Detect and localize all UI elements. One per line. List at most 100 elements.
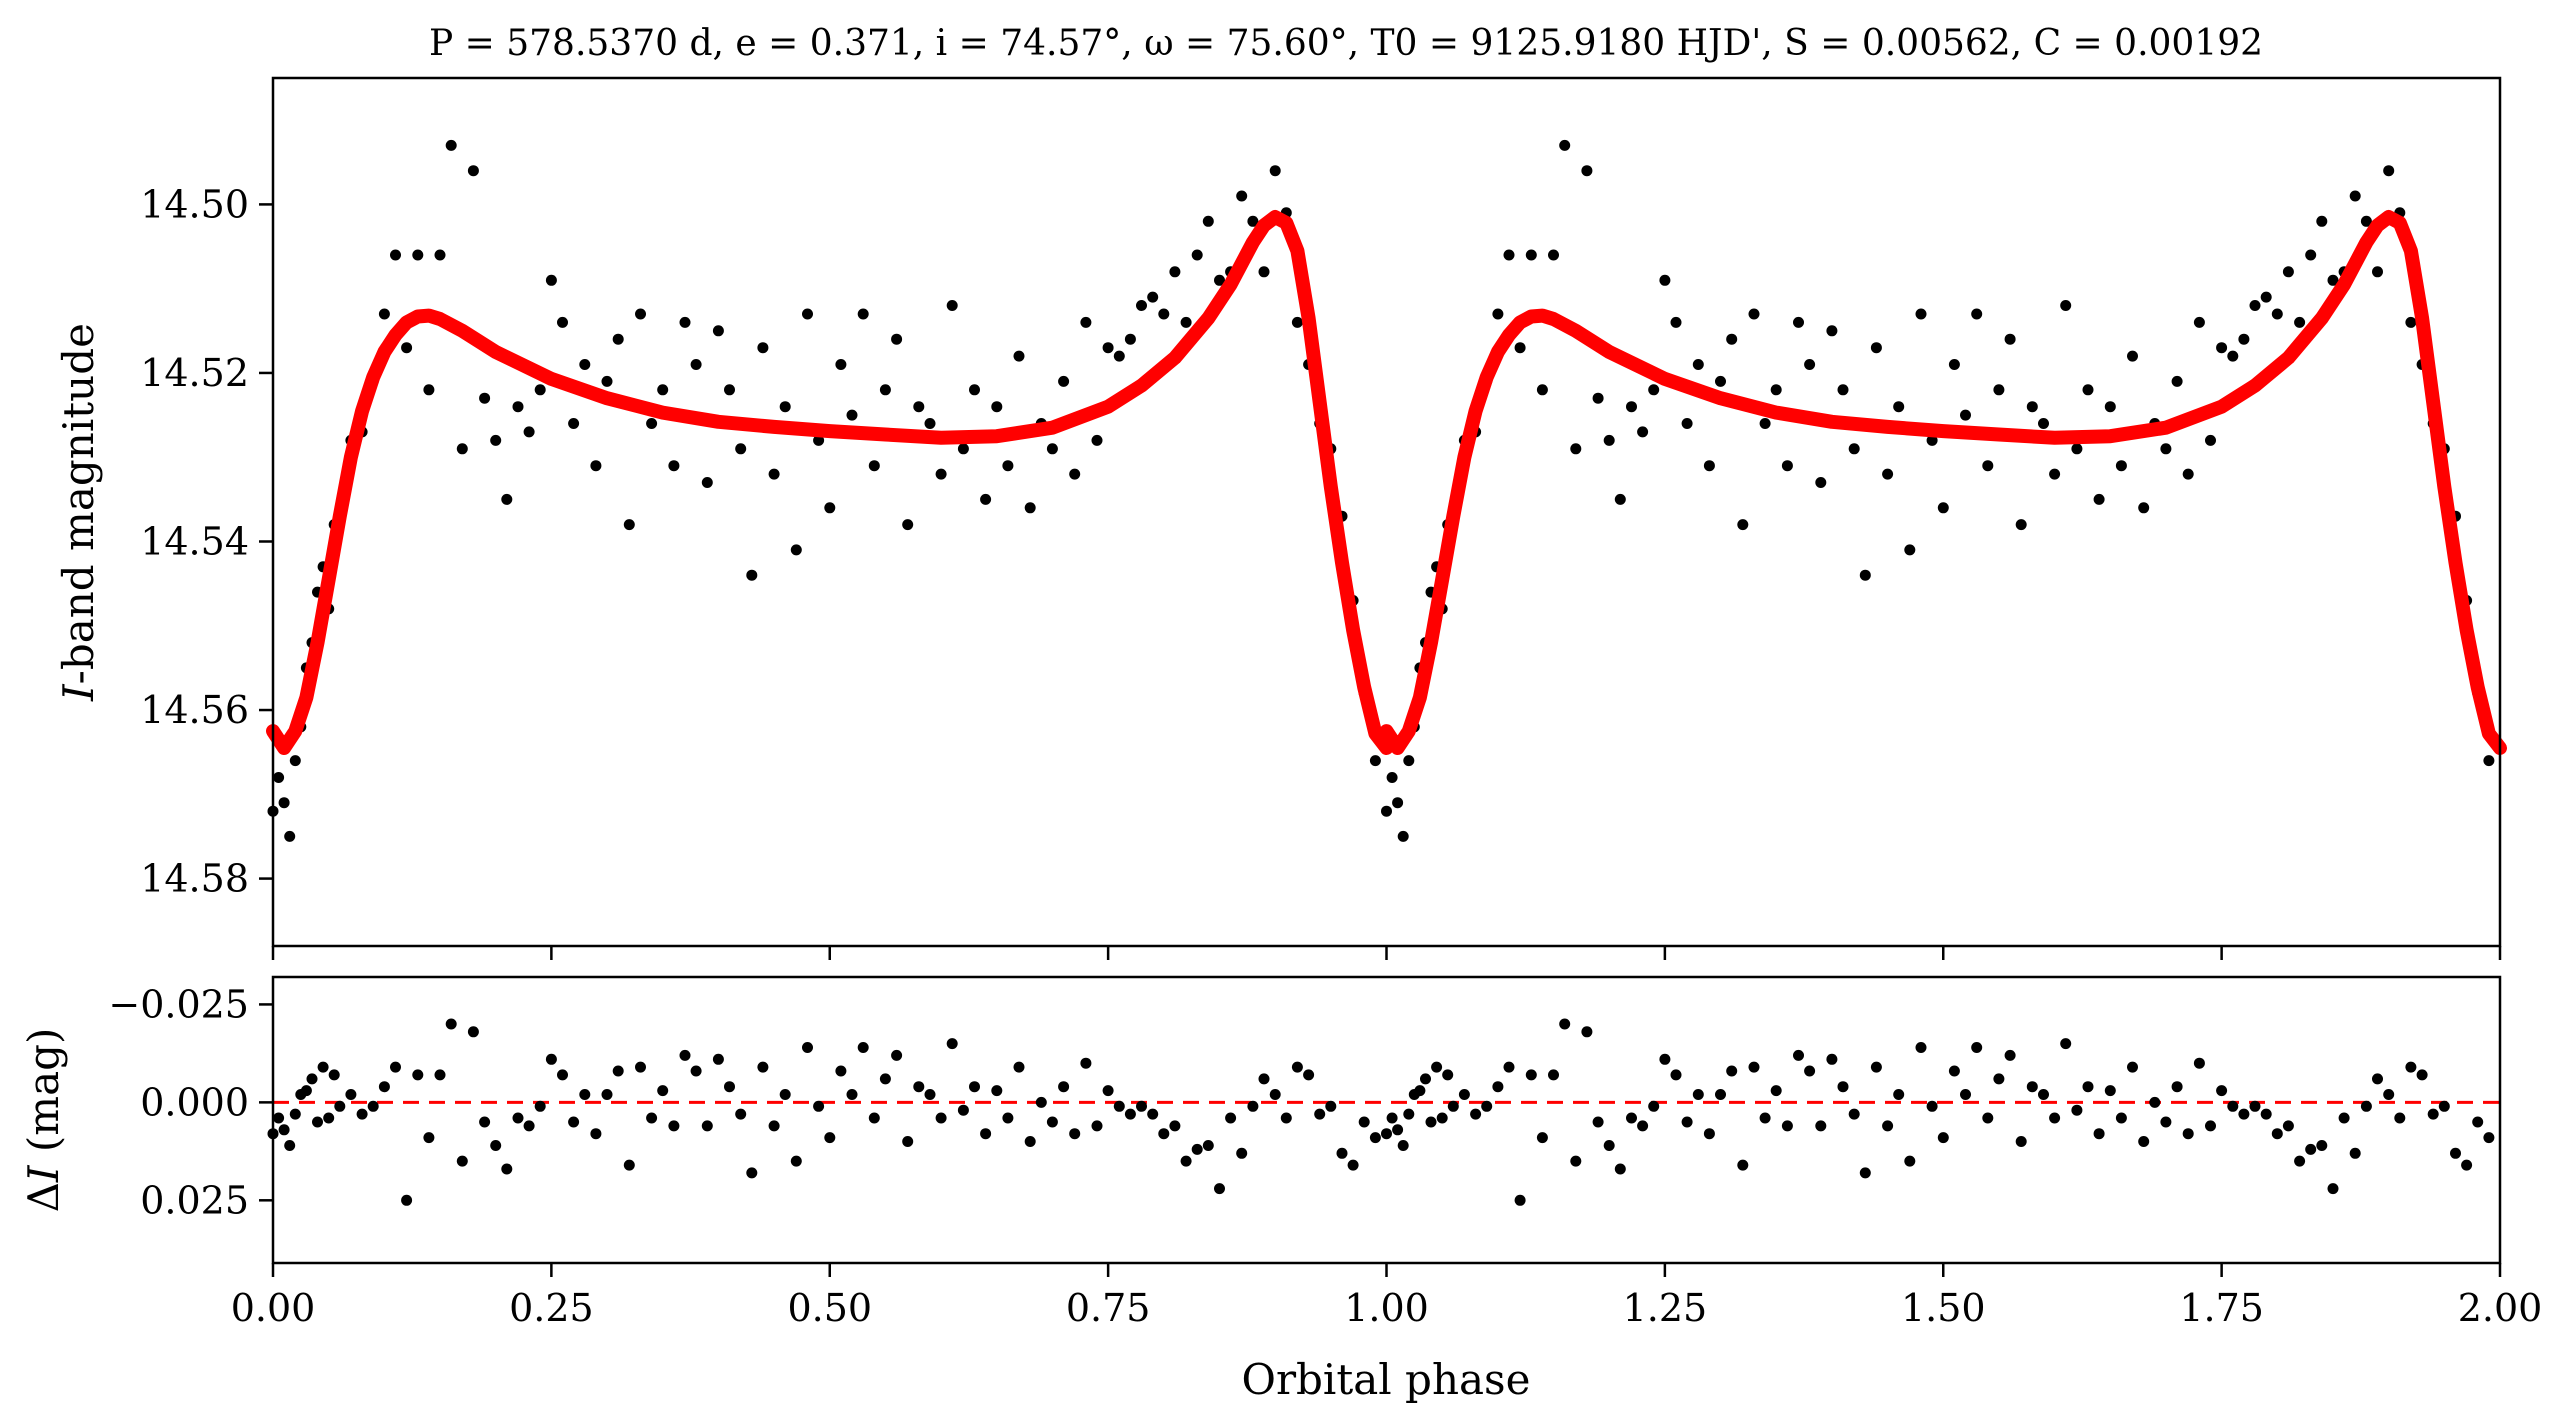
residual-point bbox=[312, 1116, 323, 1128]
residual-point bbox=[2060, 1038, 2072, 1050]
residual-point bbox=[1381, 1128, 1392, 1140]
light-curve-model bbox=[266, 210, 2507, 755]
residual-point bbox=[1236, 1147, 1248, 1159]
observation-point bbox=[2327, 274, 2339, 286]
residual-point bbox=[534, 1100, 546, 1112]
residual-point bbox=[1692, 1089, 1704, 1100]
observation-point bbox=[1202, 215, 1214, 227]
light-curve-ylabel-rest: -band magnitude bbox=[54, 323, 103, 684]
observation-point bbox=[1759, 418, 1771, 429]
observation-point bbox=[579, 359, 591, 370]
observation-point bbox=[445, 139, 457, 151]
observation-point bbox=[946, 300, 958, 311]
residual-point bbox=[1781, 1120, 1793, 1132]
observation-point bbox=[2316, 215, 2328, 227]
residual-point bbox=[2260, 1108, 2272, 1120]
observation-point bbox=[1781, 460, 1793, 472]
residual-point bbox=[1481, 1100, 1493, 1112]
observation-point bbox=[701, 477, 713, 488]
observation-point bbox=[284, 830, 296, 842]
residual-point bbox=[2004, 1049, 2016, 1061]
bottom-xtick-label: 2.00 bbox=[2458, 1286, 2543, 1330]
observation-point bbox=[646, 418, 658, 429]
residual-point bbox=[790, 1155, 802, 1167]
residual-point bbox=[328, 1069, 340, 1081]
residual-point bbox=[568, 1116, 580, 1128]
observation-point bbox=[1180, 316, 1192, 328]
residual-point bbox=[891, 1049, 903, 1061]
observation-point bbox=[2038, 418, 2049, 429]
residual-point bbox=[490, 1140, 502, 1151]
observation-point bbox=[1247, 215, 1259, 227]
observation-point bbox=[1926, 434, 1938, 446]
residual-point bbox=[284, 1140, 296, 1151]
residual-point bbox=[868, 1112, 880, 1124]
residual-point bbox=[646, 1112, 658, 1124]
observation-point bbox=[1703, 460, 1715, 472]
observation-point bbox=[1381, 805, 1392, 817]
observation-point bbox=[278, 797, 290, 809]
observation-point bbox=[657, 384, 669, 396]
residual-point bbox=[824, 1132, 836, 1144]
residual-point bbox=[913, 1081, 925, 1093]
observation-point bbox=[2026, 401, 2038, 413]
residual-point bbox=[1442, 1069, 1454, 1081]
observation-point bbox=[1993, 384, 2005, 396]
residual-point bbox=[2461, 1159, 2473, 1171]
residual-point bbox=[935, 1112, 947, 1124]
residual-point bbox=[2405, 1061, 2417, 1073]
observation-point bbox=[2127, 350, 2138, 362]
residual-point bbox=[317, 1061, 329, 1073]
residual-point bbox=[2049, 1112, 2061, 1124]
residual-point bbox=[1136, 1100, 1147, 1112]
observation-point bbox=[2115, 460, 2127, 472]
residual-point bbox=[523, 1120, 535, 1132]
residual-point bbox=[1013, 1061, 1025, 1073]
residual-point bbox=[1637, 1120, 1649, 1132]
residual-point bbox=[1169, 1120, 1181, 1132]
observation-point bbox=[2260, 291, 2272, 303]
light-curve-ticks: 14.50 14.52 14.54 14.56 14.58 bbox=[140, 182, 2502, 960]
observation-point bbox=[1748, 308, 1760, 320]
observation-point bbox=[902, 519, 914, 531]
observation-point bbox=[1715, 375, 1726, 387]
residual-point bbox=[1291, 1061, 1303, 1073]
observation-point bbox=[768, 468, 780, 480]
residual-point bbox=[2071, 1104, 2083, 1116]
observation-point bbox=[1397, 830, 1409, 842]
observation-point bbox=[746, 569, 758, 581]
residual-point bbox=[813, 1100, 825, 1112]
residual-point bbox=[1002, 1112, 1014, 1124]
residual-point bbox=[1993, 1073, 2005, 1085]
bottom-xtick-label: 1.25 bbox=[1623, 1286, 1708, 1330]
residual-point bbox=[1603, 1140, 1615, 1151]
residual-point bbox=[2316, 1140, 2328, 1151]
residual-point bbox=[557, 1069, 568, 1081]
residual-point bbox=[434, 1069, 446, 1081]
observation-point bbox=[790, 544, 802, 556]
observation-point bbox=[1893, 401, 1905, 413]
observation-point bbox=[1002, 460, 1014, 472]
residual-point bbox=[2227, 1100, 2239, 1112]
observation-point bbox=[1058, 375, 1070, 387]
residual-point bbox=[768, 1120, 780, 1132]
observation-point bbox=[724, 384, 735, 396]
observation-point bbox=[601, 375, 613, 387]
residual-point bbox=[690, 1065, 702, 1077]
bottom-xtick-label: 0.25 bbox=[509, 1286, 594, 1330]
bottom-xtick-label: 1.00 bbox=[1344, 1286, 1429, 1330]
residual-point bbox=[2416, 1069, 2428, 1081]
residual-point bbox=[479, 1116, 491, 1128]
residual-point bbox=[746, 1167, 758, 1179]
residual-point bbox=[1926, 1100, 1938, 1112]
observation-point bbox=[1882, 468, 1894, 480]
residual-point bbox=[579, 1089, 591, 1100]
residual-point bbox=[1670, 1069, 1682, 1081]
residual-point bbox=[1414, 1085, 1426, 1097]
residual-point bbox=[334, 1100, 346, 1112]
residual-point bbox=[946, 1038, 958, 1050]
residual-point bbox=[1470, 1108, 1482, 1120]
observation-point bbox=[490, 434, 502, 446]
residual-point bbox=[1748, 1061, 1760, 1073]
observation-point bbox=[1770, 384, 1782, 396]
